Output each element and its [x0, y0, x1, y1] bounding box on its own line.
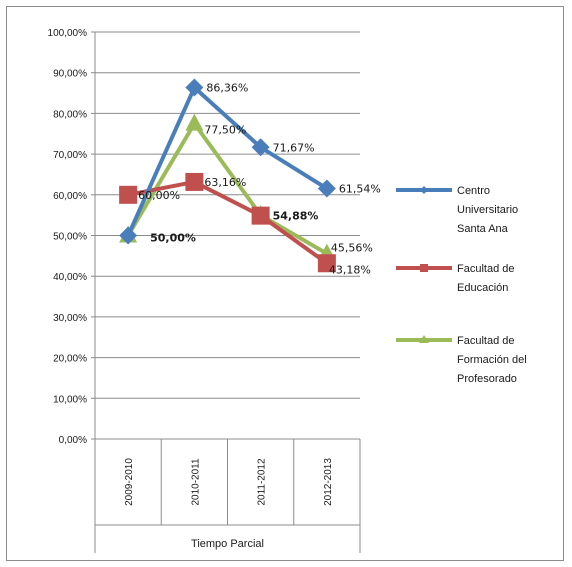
x-axis-title: Tiempo Parcial	[191, 538, 264, 550]
data-label: 86,36%	[206, 82, 248, 95]
data-label: 60,00%	[138, 189, 180, 202]
data-label: 63,16%	[204, 176, 246, 189]
data-label: 77,50%	[204, 124, 246, 137]
y-tick-label: 20,00%	[53, 354, 87, 365]
legend-label: Santa Ana	[457, 223, 509, 235]
series-line	[126, 85, 328, 237]
data-label: 71,67%	[273, 141, 315, 154]
x-tick-label: 2012-2013	[323, 458, 334, 506]
data-label: 50,00%	[150, 232, 196, 245]
series-line	[126, 121, 328, 256]
chart-frame	[6, 6, 564, 561]
legend-label: Facultad de	[457, 263, 514, 275]
data-label: 61,54%	[339, 183, 381, 196]
data-point	[119, 185, 138, 204]
x-tick-label: 2009-2010	[124, 458, 135, 506]
legend-label: Centro	[457, 185, 490, 197]
y-tick-label: 90,00%	[53, 69, 87, 80]
legend-label: Profesorado	[457, 373, 517, 385]
data-point	[251, 206, 270, 225]
data-point	[119, 226, 138, 245]
y-tick-label: 60,00%	[53, 191, 87, 202]
legend-marker	[419, 335, 429, 343]
y-tick-label: 50,00%	[53, 232, 87, 243]
y-tick-label: 0,00%	[59, 435, 87, 446]
y-tick-label: 100,00%	[48, 28, 88, 39]
y-tick-label: 80,00%	[53, 109, 87, 120]
series-line	[127, 179, 329, 265]
x-tick-label: 2010-2011	[190, 458, 201, 506]
data-point	[251, 138, 270, 157]
data-point	[185, 113, 204, 131]
legend-label: Formación del	[457, 354, 527, 366]
legend-marker	[420, 264, 428, 272]
legend-label: Facultad de	[457, 335, 514, 347]
y-tick-label: 40,00%	[53, 272, 87, 283]
legend-marker	[420, 186, 428, 194]
data-point	[185, 78, 204, 97]
legend-label: Universitario	[457, 204, 518, 216]
data-point	[317, 254, 336, 273]
legend-label: Educación	[457, 282, 508, 294]
data-point	[185, 172, 204, 191]
y-tick-label: 10,00%	[53, 394, 87, 405]
y-tick-label: 30,00%	[53, 313, 87, 324]
data-label: 54,88%	[273, 210, 319, 223]
data-label: 43,18%	[329, 263, 371, 276]
x-tick-label: 2011-2012	[257, 458, 268, 506]
data-point	[317, 179, 336, 198]
data-label: 45,56%	[331, 242, 373, 255]
y-tick-label: 70,00%	[53, 150, 87, 161]
